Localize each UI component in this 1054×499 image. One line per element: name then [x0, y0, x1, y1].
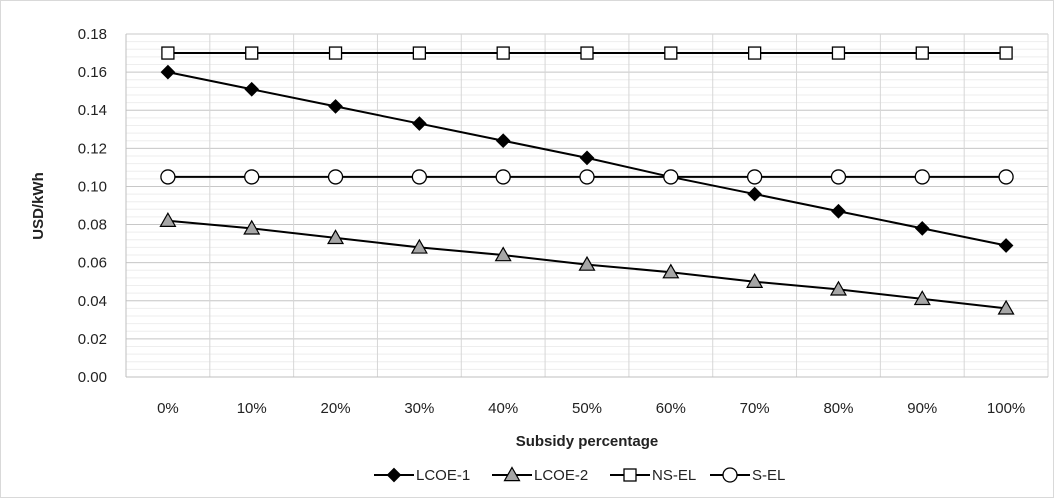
y-tick-label: 0.14: [78, 102, 107, 119]
point-lcoe-1: [998, 238, 1014, 253]
y-tick-label: 0.12: [78, 140, 107, 157]
point-ns-el: [245, 46, 259, 60]
legend-marker-ns-el: [623, 468, 637, 482]
point-ns-el: [999, 46, 1013, 60]
series: [159, 46, 1015, 315]
legend-entry-lcoe-2: LCOE-2: [492, 466, 588, 484]
point-lcoe-2: [746, 273, 764, 288]
series-s-el: [160, 169, 1014, 185]
x-tick-label: 90%: [907, 400, 937, 417]
point-ns-el: [412, 46, 427, 60]
point-s-el: [830, 169, 847, 185]
legend-label-lcoe-1: LCOE-1: [416, 467, 470, 484]
x-tick-label: 0%: [157, 400, 179, 417]
point-s-el: [160, 169, 176, 185]
point-lcoe-1: [244, 81, 260, 97]
axes: 0.00 0.02 0.04 0.06 0.08 0.10 0.12 0.14 0.16 0.18…: [78, 26, 1048, 417]
legend-label-s-el: S-EL: [752, 467, 785, 484]
point-lcoe-2: [997, 299, 1015, 315]
legend-label-ns-el: NS-EL: [652, 467, 696, 484]
labels: Subsidy percentage USD/kWh: [30, 172, 658, 450]
point-lcoe-1: [495, 133, 511, 149]
x-tick-label: 80%: [823, 400, 853, 417]
legend-entry-lcoe-1: LCOE-1: [374, 467, 470, 484]
y-tick-label: 0.18: [78, 26, 107, 43]
point-ns-el: [747, 46, 762, 60]
point-s-el: [914, 169, 930, 185]
point-lcoe-1: [579, 150, 595, 166]
point-lcoe-1: [160, 64, 176, 80]
point-lcoe-2: [662, 263, 680, 279]
point-s-el: [327, 169, 344, 185]
point-s-el: [998, 169, 1014, 185]
x-tick-label: 70%: [740, 400, 770, 417]
x-tick-label: 30%: [404, 400, 434, 417]
point-lcoe-1: [747, 186, 762, 202]
legend-label-lcoe-2: LCOE-2: [534, 467, 588, 484]
y-tick-label: 0.08: [78, 217, 107, 234]
y-tick-label: 0.02: [78, 331, 107, 348]
point-lcoe-1: [914, 221, 930, 236]
point-lcoe-1: [412, 116, 427, 131]
legend-entry-ns-el: NS-EL: [610, 467, 696, 484]
point-lcoe-1: [831, 203, 846, 219]
series-lcoe-2: [159, 212, 1015, 315]
point-s-el: [663, 169, 679, 185]
point-s-el: [579, 169, 595, 185]
point-lcoe-2: [410, 238, 428, 254]
point-s-el: [244, 169, 260, 185]
point-ns-el: [915, 46, 929, 60]
legend-marker-s-el: [722, 467, 738, 483]
point-lcoe-2: [829, 280, 847, 296]
legend-marker-lcoe-1: [386, 467, 402, 483]
point-lcoe-2: [243, 219, 261, 235]
point-lcoe-2: [494, 246, 512, 262]
x-tick-label: 60%: [656, 400, 686, 417]
x-tick-label: 20%: [321, 400, 351, 417]
x-tick-label: 50%: [572, 400, 602, 417]
point-ns-el: [161, 46, 175, 60]
point-ns-el: [580, 46, 594, 60]
y-tick-label: 0.16: [78, 64, 107, 81]
point-ns-el: [496, 46, 510, 60]
y-axis-title: USD/kWh: [30, 172, 47, 240]
grid: [126, 33, 1049, 378]
y-tick-label: 0.10: [78, 178, 107, 195]
point-lcoe-2: [327, 229, 345, 245]
y-tick-label: 0.04: [78, 293, 107, 310]
point-lcoe-1: [328, 99, 343, 114]
series-ns-el: [161, 46, 1013, 60]
point-ns-el: [328, 46, 343, 60]
point-s-el: [495, 169, 511, 185]
legend: LCOE-1 LCOE-2 NS-EL S-EL: [374, 466, 785, 484]
legend-entry-s-el: S-EL: [710, 467, 785, 484]
y-tick-label: 0.00: [78, 369, 107, 386]
x-tick-label: 40%: [488, 400, 518, 417]
y-tick-label: 0.06: [78, 255, 107, 272]
x-tick-label: 100%: [987, 400, 1025, 417]
point-s-el: [411, 169, 428, 185]
point-lcoe-2: [578, 255, 596, 271]
point-lcoe-2: [159, 212, 177, 227]
point-s-el: [746, 169, 763, 185]
point-ns-el: [664, 46, 678, 60]
x-tick-label: 10%: [237, 400, 267, 417]
point-lcoe-2: [913, 290, 931, 306]
legend-marker-lcoe-2: [503, 466, 521, 482]
point-ns-el: [831, 46, 846, 60]
x-axis-title: Subsidy percentage: [516, 433, 659, 450]
